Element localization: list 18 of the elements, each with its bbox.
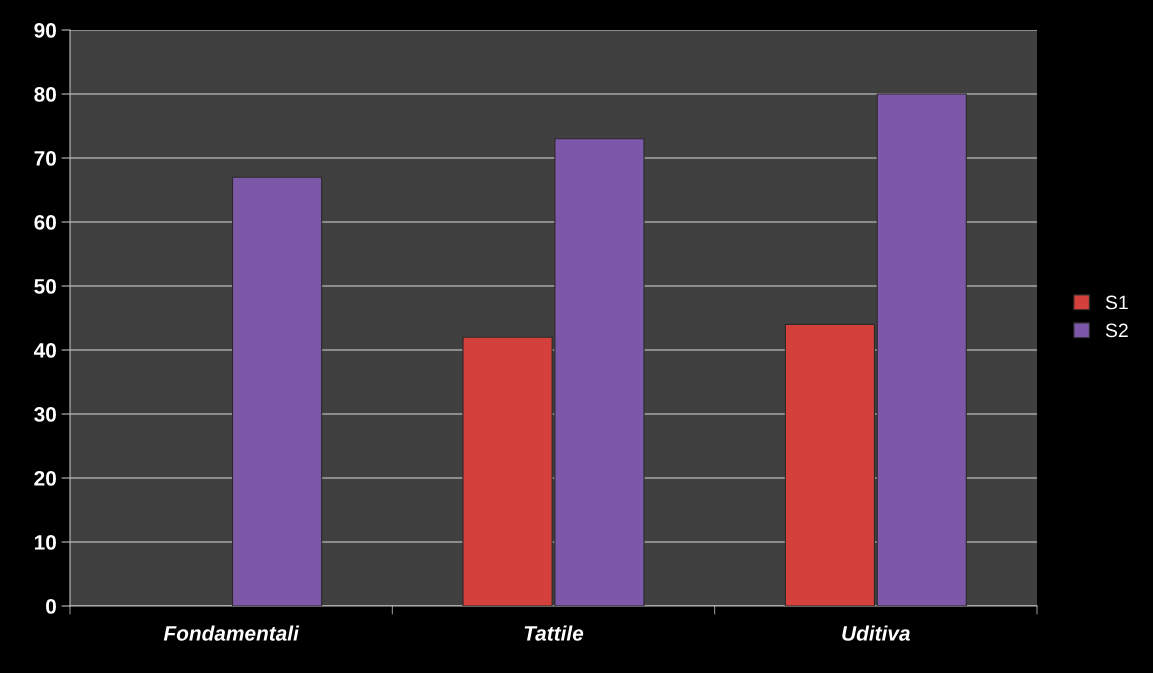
x-tick-label: Uditiva xyxy=(842,625,910,641)
legend-label: S1 xyxy=(1105,295,1128,310)
x-tick-label: Tattile xyxy=(524,625,584,641)
y-tick-label: 10 xyxy=(34,535,56,550)
y-tick-label: 50 xyxy=(34,279,56,294)
bar xyxy=(784,323,876,606)
y-tick-label: 80 xyxy=(34,87,56,102)
legend-label: S2 xyxy=(1105,323,1128,338)
y-tick-label: 60 xyxy=(34,215,56,230)
y-tick-label: 0 xyxy=(46,599,56,614)
bar xyxy=(876,93,967,606)
y-tick-label: 40 xyxy=(33,343,56,358)
x-tick-label: Fondamentali xyxy=(163,625,300,641)
bar xyxy=(231,176,323,606)
y-tick-label: 20 xyxy=(34,471,56,486)
y-tick-label: 30 xyxy=(34,407,56,422)
y-tick-label: 70 xyxy=(34,151,56,166)
y-tick-label: 90 xyxy=(34,23,56,38)
